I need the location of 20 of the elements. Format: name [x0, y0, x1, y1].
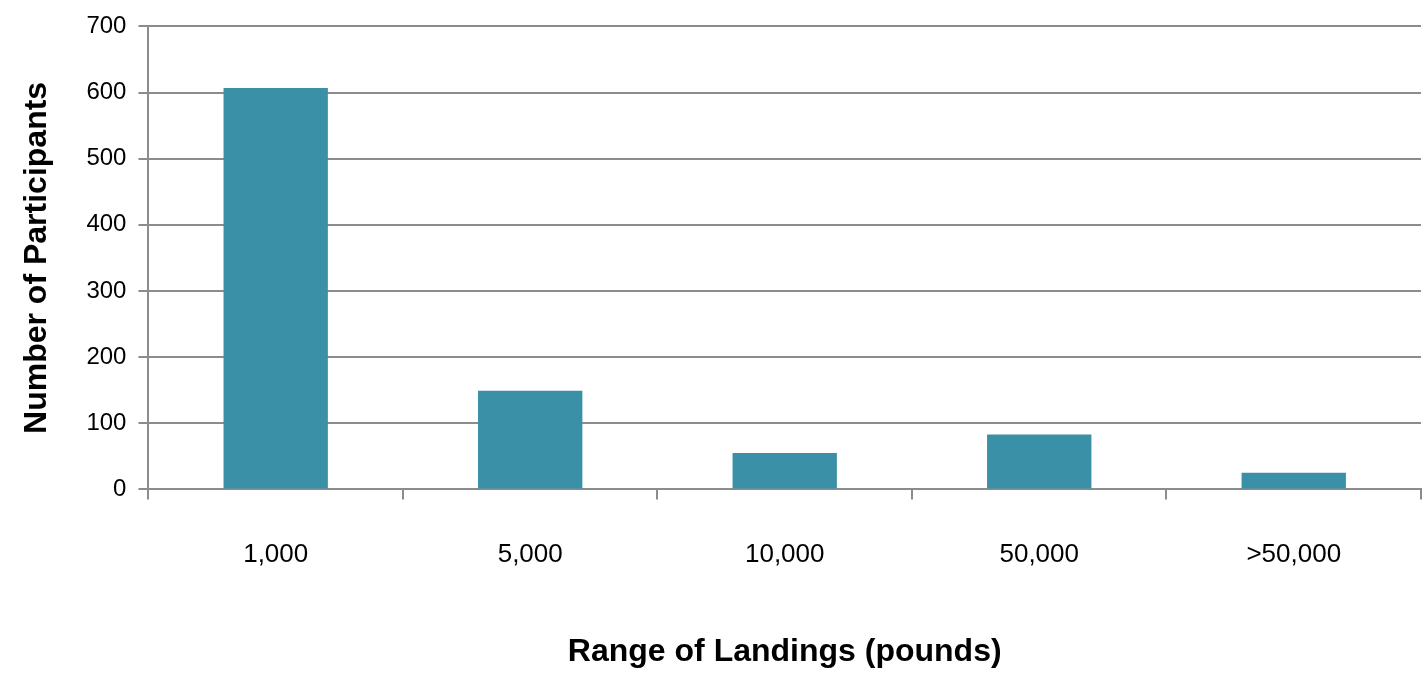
x-tick-label: 5,000 [497, 538, 563, 569]
bar [732, 453, 837, 489]
y-tick-label: 700 [86, 11, 127, 39]
y-tick-label: 100 [86, 407, 127, 435]
x-tick-label: 10,000 [744, 538, 825, 569]
y-tick-label: 600 [86, 77, 127, 105]
y-axis-title: Number of Participants [17, 81, 54, 434]
x-axis-title: Range of Landings (pounds) [567, 631, 1002, 668]
bar [223, 87, 328, 489]
y-tick-label: 0 [113, 474, 127, 502]
y-tick-label: 400 [86, 209, 127, 237]
bar [1241, 472, 1346, 489]
bar [987, 434, 1092, 489]
bar [478, 390, 583, 489]
y-tick-label: 300 [86, 275, 127, 303]
x-tick-label: 50,000 [999, 538, 1079, 569]
y-tick-label: 500 [86, 143, 127, 171]
y-tick-label: 200 [86, 341, 127, 369]
x-tick-label: 1,000 [243, 538, 309, 569]
x-tick-label: >50,000 [1246, 538, 1342, 569]
